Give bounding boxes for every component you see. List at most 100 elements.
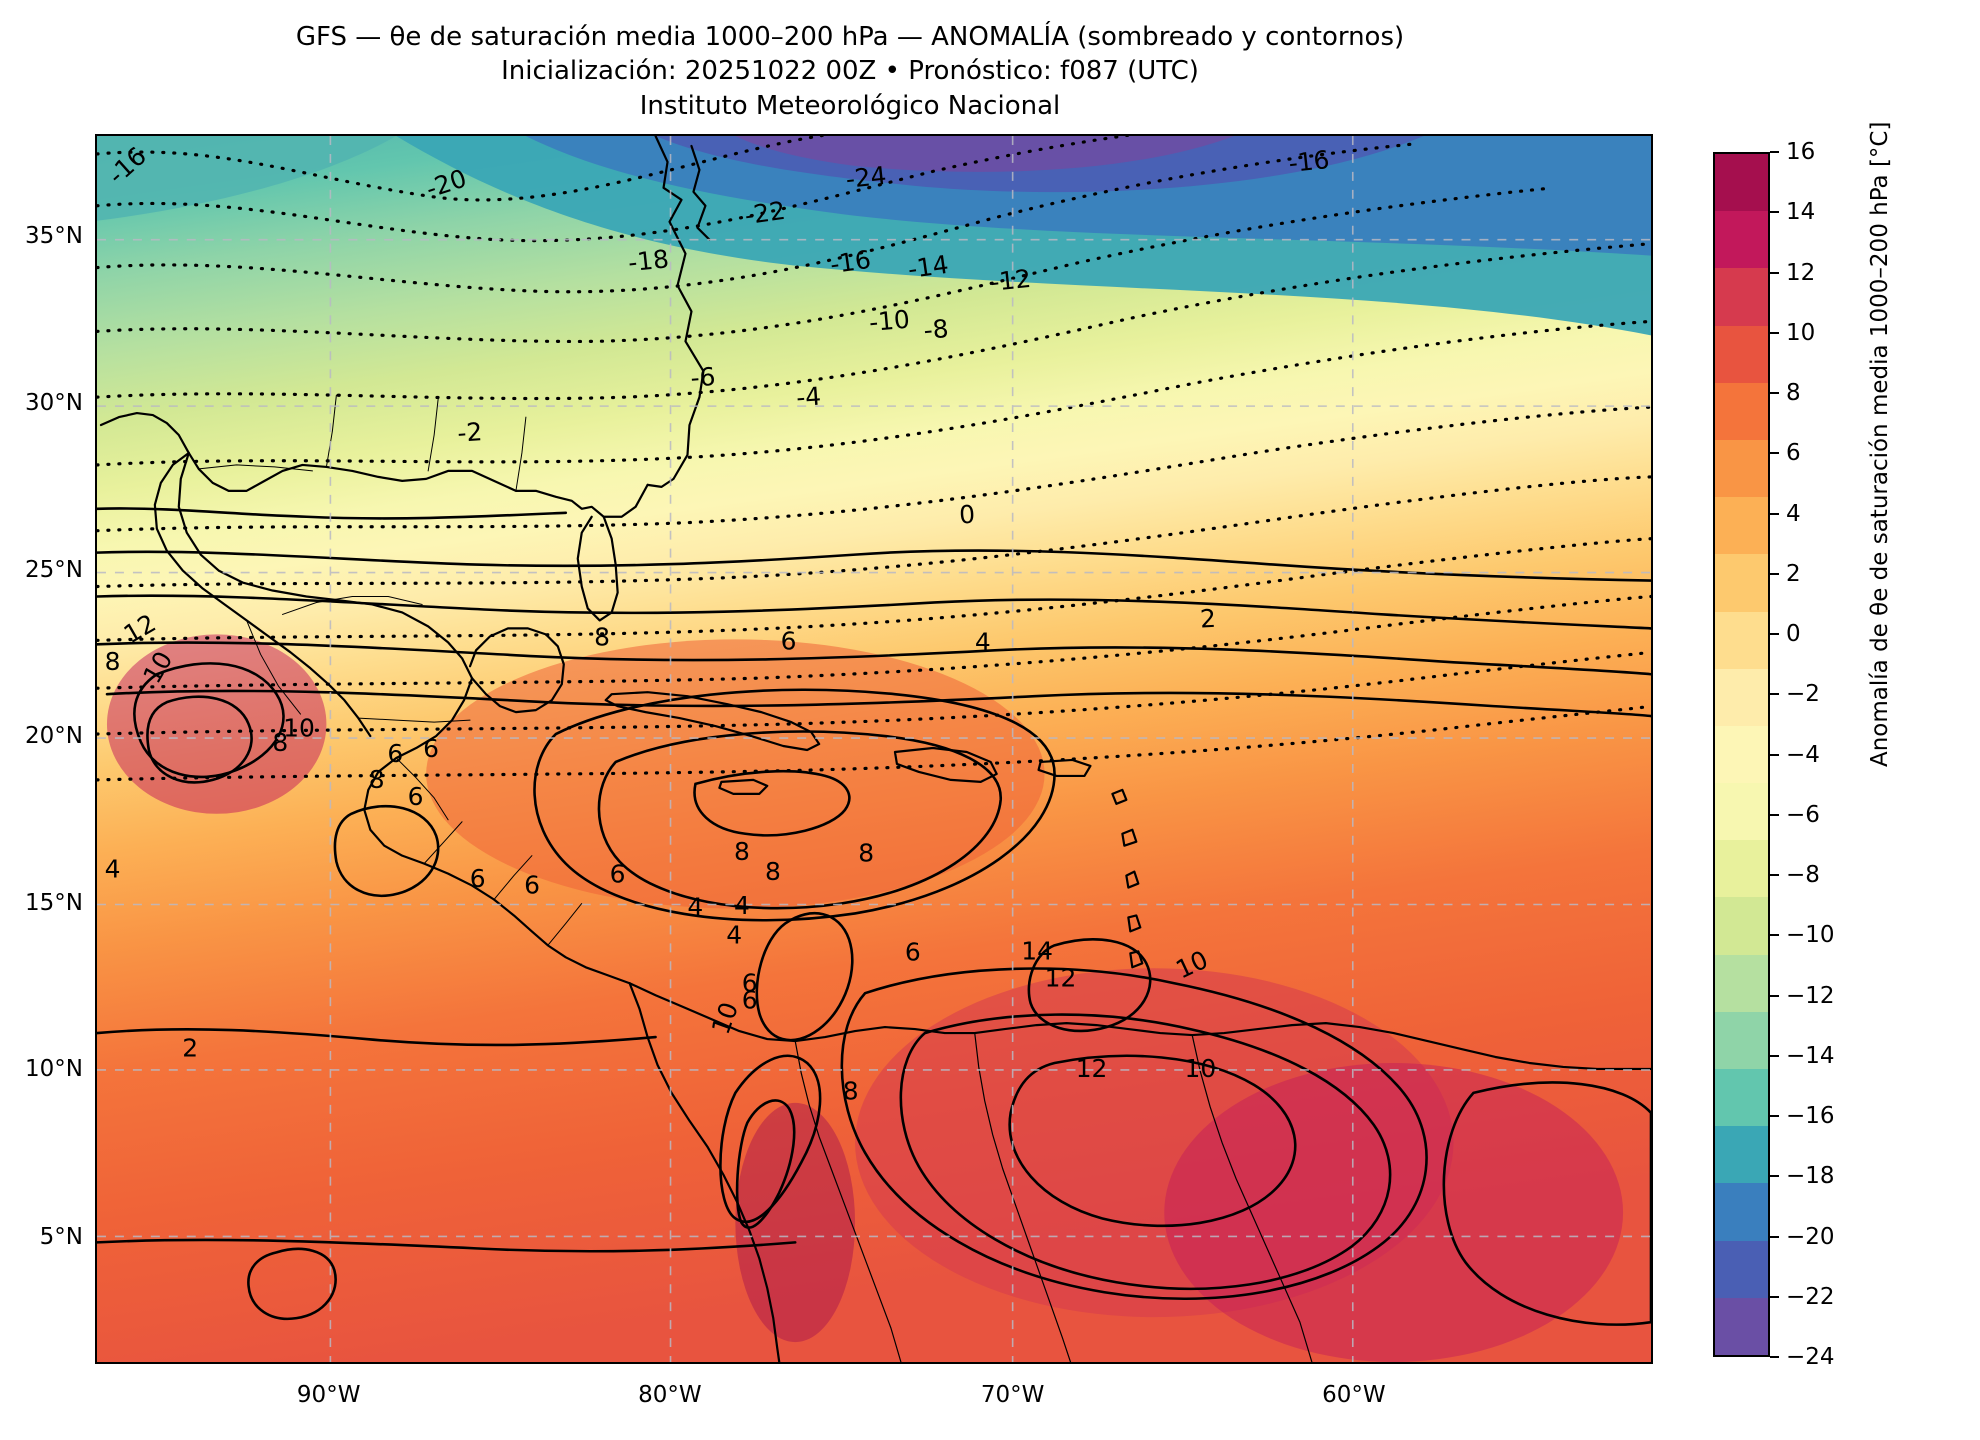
map-plot-area[interactable]: -16 -20 -24 -22 -16 -18 -16 -14 -12 -10 -8 -6 -4 -2 0 2… xyxy=(95,134,1653,1364)
chart-subtitle: Inicialización: 20251022 00Z • Pronóstic… xyxy=(501,56,1199,87)
colorbar-tick-label: 4 xyxy=(1786,500,1801,527)
colorbar-tick-label: 10 xyxy=(1786,319,1816,346)
contour-label: 6 xyxy=(470,864,486,893)
contour-label: 8 xyxy=(594,623,610,652)
contour-label: 6 xyxy=(781,626,797,655)
colorbar-tick-label: −2 xyxy=(1786,681,1820,708)
colorbar-tick-mark xyxy=(1770,392,1779,394)
colorbar-band xyxy=(1715,1240,1768,1298)
contour-label: 10 xyxy=(1184,1054,1216,1083)
colorbar-band xyxy=(1715,268,1768,326)
colorbar-tick-mark xyxy=(1770,1115,1779,1117)
colorbar-tick-mark xyxy=(1770,572,1779,575)
colorbar-tick-mark xyxy=(1770,633,1779,635)
colorbar-band xyxy=(1715,554,1768,612)
latitude-tick-label: 35°N xyxy=(25,222,83,249)
colorbar-tick-mark xyxy=(1770,994,1779,997)
contour-label: -12 xyxy=(989,264,1033,297)
colorbar-tick-label: 12 xyxy=(1786,259,1816,286)
colorbar-tick-mark xyxy=(1770,1356,1779,1358)
colorbar-tick-mark xyxy=(1770,331,1779,334)
longitude-tick-label: 70°W xyxy=(980,1382,1045,1408)
colorbar-band xyxy=(1715,783,1768,841)
colorbar-tick-label: −6 xyxy=(1786,801,1820,828)
colorbar-tick-label: 2 xyxy=(1786,560,1801,587)
colorbar-band xyxy=(1715,382,1768,440)
contour-label: -10 xyxy=(868,305,911,337)
colorbar-tick-label: −24 xyxy=(1786,1344,1835,1370)
colorbar-tick-mark xyxy=(1770,1054,1779,1057)
colorbar-band xyxy=(1715,954,1768,1012)
contour-label: 0 xyxy=(958,500,975,530)
chart-attribution: Instituto Meteorológico Nacional xyxy=(639,90,1061,121)
contour-label: -18 xyxy=(627,244,671,277)
latitude-tick-label: 15°N xyxy=(25,890,83,917)
colorbar-band xyxy=(1715,840,1768,898)
colorbar-tick-label: −20 xyxy=(1786,1223,1835,1250)
colorbar-tick-mark xyxy=(1770,874,1779,876)
colorbar-tick-label: 16 xyxy=(1786,139,1816,165)
longitude-tick-label: 90°W xyxy=(296,1382,361,1408)
page-title: GFS — θe de saturación media 1000–200 hP… xyxy=(295,22,1405,52)
latitude-tick-label: 20°N xyxy=(25,722,83,749)
contour-label: 6 xyxy=(610,859,626,888)
colorbar-band xyxy=(1715,154,1768,212)
colorbar-band xyxy=(1715,611,1768,669)
contour-label: -6 xyxy=(690,362,717,393)
colorbar-tick-label: −18 xyxy=(1786,1163,1835,1190)
latitude-tick-label: 25°N xyxy=(25,556,83,583)
contour-label: 6 xyxy=(423,734,439,763)
colorbar-axis-label: Anomalía de θe de saturación media 1000–… xyxy=(1867,121,1893,767)
colorbar-tick-mark xyxy=(1770,1175,1779,1178)
colorbar-band xyxy=(1715,1183,1768,1241)
contour-label: 6 xyxy=(742,986,758,1015)
contour-label: 14 xyxy=(1021,937,1053,966)
contour-label: 8 xyxy=(272,728,288,757)
colorbar-band xyxy=(1715,1297,1768,1355)
colorbar-tick-label: 8 xyxy=(1786,380,1801,406)
colorbar-tick-mark xyxy=(1770,452,1779,455)
colorbar-tick-label: −12 xyxy=(1786,982,1835,1009)
contour-label: 8 xyxy=(765,857,781,886)
colorbar-tick-mark xyxy=(1770,1235,1779,1238)
latitude-tick-label: 5°N xyxy=(39,1223,83,1250)
colorbar-band xyxy=(1715,897,1768,955)
contour-label: 8 xyxy=(734,837,750,866)
contour-label: 6 xyxy=(524,870,540,899)
colorbar-band xyxy=(1715,211,1768,269)
colorbar-band xyxy=(1715,1069,1768,1127)
colorbar[interactable] xyxy=(1713,152,1770,1357)
contour-label: -4 xyxy=(795,382,822,413)
contour-label: -22 xyxy=(743,196,787,230)
colorbar-tick-mark xyxy=(1770,151,1779,153)
colorbar-tick-mark xyxy=(1770,693,1779,696)
colorbar-tick-mark xyxy=(1770,753,1779,756)
contour-label: -14 xyxy=(906,250,950,284)
colorbar-tick-label: −10 xyxy=(1786,922,1835,949)
contour-label: 2 xyxy=(1199,604,1216,634)
colorbar-band xyxy=(1715,1011,1768,1069)
contour-label: 10 xyxy=(283,713,315,742)
colorbar-tick-label: 0 xyxy=(1786,621,1801,647)
contour-label: -8 xyxy=(922,314,949,345)
contour-label: 12 xyxy=(1076,1054,1108,1083)
longitude-tick-label: 80°W xyxy=(638,1382,702,1408)
contour-label: 4 xyxy=(726,921,742,950)
colorbar-tick-mark xyxy=(1770,813,1779,816)
contour-label: -2 xyxy=(456,417,483,448)
contour-label: 12 xyxy=(1045,963,1077,992)
colorbar-band xyxy=(1715,1126,1768,1184)
contour-label: 6 xyxy=(408,782,424,811)
colorbar-tick-mark xyxy=(1770,934,1779,937)
contour-label: 4 xyxy=(975,628,991,657)
contour-label: 8 xyxy=(369,765,385,794)
chart-title-block: GFS — θe de saturación media 1000–200 hP… xyxy=(0,20,1700,123)
colorbar-band xyxy=(1715,725,1768,784)
latitude-tick-label: 10°N xyxy=(25,1056,83,1083)
contour-label: 8 xyxy=(858,838,874,867)
contour-label: 2 xyxy=(182,1033,198,1062)
colorbar-tick-label: −16 xyxy=(1786,1103,1835,1129)
map-contour-canvas: -16 -20 -24-22-16-18 -16 -14 -12-10 -8-6-4-202… xyxy=(97,136,1651,1362)
colorbar-band xyxy=(1715,668,1768,726)
contour-label: 6 xyxy=(387,739,403,768)
